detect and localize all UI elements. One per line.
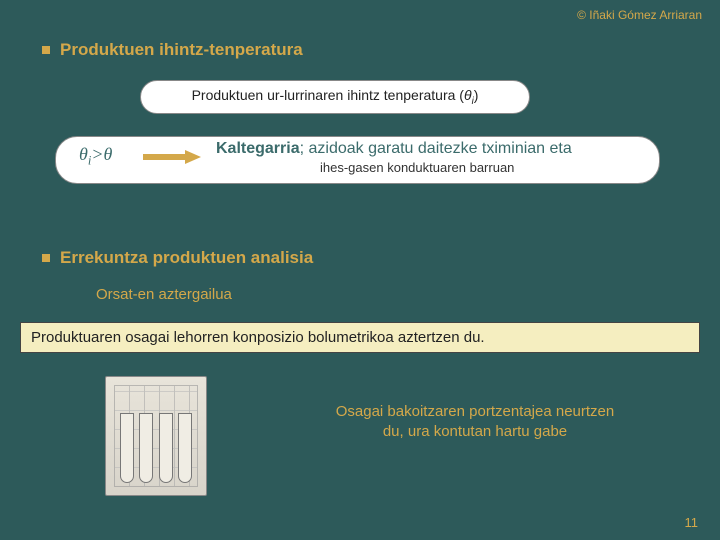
condition-formula: θi>θ bbox=[79, 144, 112, 169]
consequence-label: Kaltegarria bbox=[216, 140, 300, 157]
subheading-orsat: Orsat-en aztergailua bbox=[96, 286, 232, 303]
consequence-line2: ihes-gasen konduktuaren barruan bbox=[320, 160, 572, 175]
arrow-icon bbox=[143, 150, 203, 164]
copyright-text: © Iñaki Gómez Arriaran bbox=[577, 8, 702, 22]
tube-icon bbox=[178, 413, 192, 483]
page-number: 11 bbox=[685, 515, 699, 530]
consequence-text: Kaltegarria; azidoak garatu daitezke txi… bbox=[216, 140, 572, 175]
section-title-2: Errekuntza produktuen analisia bbox=[60, 248, 313, 268]
orsat-apparatus-diagram bbox=[105, 376, 207, 496]
dew-point-definition-pill: Produktuen ur-lurrinaren ihintz tenperat… bbox=[140, 80, 530, 114]
description-box: Produktuaren osagai lehorren konposizio … bbox=[20, 322, 700, 353]
tube-icon bbox=[120, 413, 134, 483]
bottom-area: Osagai bakoitzaren portzentajea neurtzen… bbox=[105, 376, 665, 496]
section-title-1: Produktuen ihintz-tenperatura bbox=[60, 40, 303, 60]
bullet-icon bbox=[42, 254, 50, 262]
diagram-caption: Osagai bakoitzaren portzentajea neurtzen… bbox=[325, 402, 625, 443]
tube-icon bbox=[159, 413, 173, 483]
bullet-icon bbox=[42, 46, 50, 54]
tube-icon bbox=[139, 413, 153, 483]
consequence-rest: ; azidoak garatu daitezke tximinian eta bbox=[300, 140, 572, 157]
